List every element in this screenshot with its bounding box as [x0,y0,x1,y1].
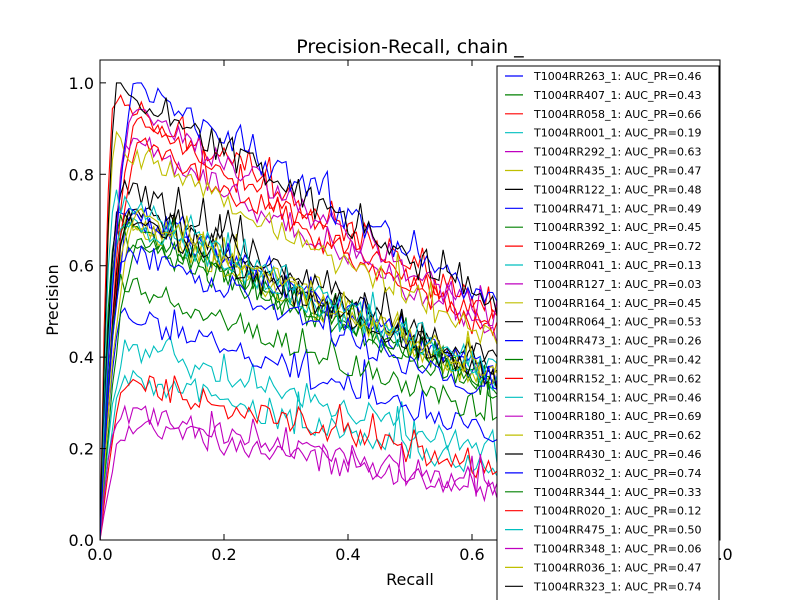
legend-label: T1004RR473_1: AUC_PR=0.26 [533,335,701,348]
legend-label: T1004RR475_1: AUC_PR=0.50 [533,524,701,537]
legend-label: T1004RR292_1: AUC_PR=0.63 [533,146,701,159]
legend-label: T1004RR127_1: AUC_PR=0.03 [533,278,701,291]
x-tick-label: 0.0 [87,545,112,564]
legend-label: T1004RR344_1: AUC_PR=0.33 [533,486,701,499]
legend-label: T1004RR471_1: AUC_PR=0.49 [533,202,701,215]
legend-label: T1004RR348_1: AUC_PR=0.06 [533,543,701,556]
x-tick-label: 0.4 [335,545,360,564]
legend-label: T1004RR323_1: AUC_PR=0.74 [533,580,701,593]
y-tick-label: 0.8 [69,165,94,184]
legend-label: T1004RR269_1: AUC_PR=0.72 [533,240,701,253]
legend-label: T1004RR041_1: AUC_PR=0.13 [533,259,701,272]
legend-label: T1004RR435_1: AUC_PR=0.47 [533,165,701,178]
legend-label: T1004RR020_1: AUC_PR=0.12 [533,505,701,518]
legend-label: T1004RR430_1: AUC_PR=0.46 [533,448,701,461]
legend-box [496,65,720,600]
legend-label: T1004RR036_1: AUC_PR=0.47 [533,561,701,574]
x-tick-label: 0.6 [459,545,484,564]
chart-title: Precision-Recall, chain _ [296,36,524,58]
legend-label: T1004RR351_1: AUC_PR=0.62 [533,429,701,442]
y-axis-label: Precision [43,264,62,335]
x-tick-label: 0.2 [211,545,236,564]
legend-label: T1004RR164_1: AUC_PR=0.45 [533,297,701,310]
legend-label: T1004RR058_1: AUC_PR=0.66 [533,108,701,121]
legend-label: T1004RR001_1: AUC_PR=0.19 [533,127,701,140]
legend-label: T1004RR122_1: AUC_PR=0.48 [533,183,701,196]
y-tick-label: 0.4 [69,348,94,367]
legend-label: T1004RR263_1: AUC_PR=0.46 [533,70,701,83]
legend-label: T1004RR392_1: AUC_PR=0.45 [533,221,701,234]
y-tick-label: 0.6 [69,257,94,276]
legend: T1004RR263_1: AUC_PR=0.46 T1004RR407_1: A… [496,65,720,600]
y-tick-label: 1.0 [69,74,94,93]
legend-label: T1004RR032_1: AUC_PR=0.74 [533,467,701,480]
axes: 0.0 0.2 0.4 0.6 1.00.00.20.40.60.81.0 [69,59,733,564]
x-axis-label: Recall [386,570,434,589]
legend-label: T1004RR381_1: AUC_PR=0.42 [533,354,701,367]
legend-label: T1004RR064_1: AUC_PR=0.53 [533,316,701,329]
legend-label: T1004RR180_1: AUC_PR=0.69 [533,410,701,423]
legend-label: T1004RR152_1: AUC_PR=0.62 [533,372,701,385]
legend-label: T1004RR407_1: AUC_PR=0.43 [533,89,701,102]
plot-frame [99,59,721,541]
y-tick-label: 0.0 [69,531,94,550]
y-tick-label: 0.2 [69,440,94,459]
legend-label: T1004RR154_1: AUC_PR=0.46 [533,391,701,404]
